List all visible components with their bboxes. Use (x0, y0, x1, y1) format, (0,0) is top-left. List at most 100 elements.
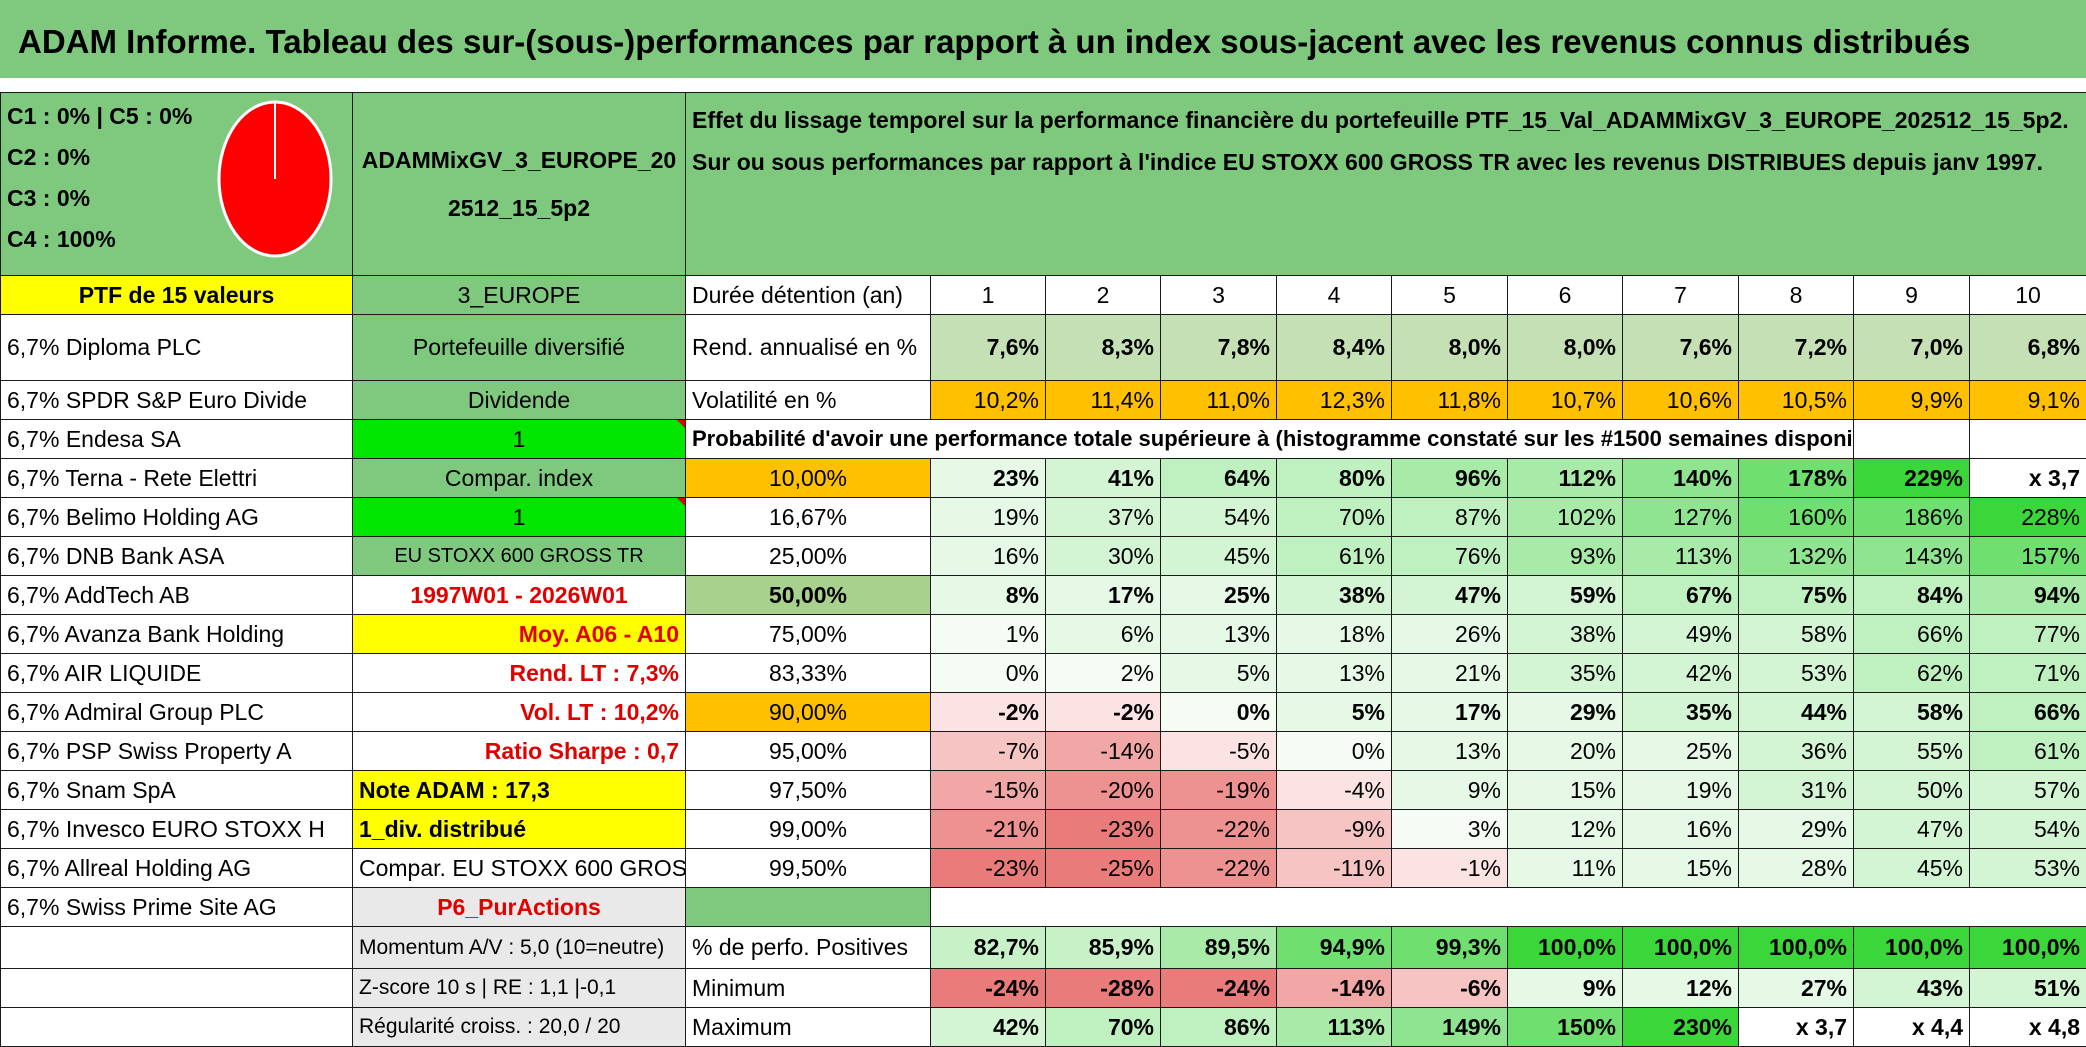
probability-value: -20% (1046, 771, 1161, 810)
probability-value: x 3,7 (1970, 459, 2086, 498)
minimum-value: -14% (1277, 969, 1392, 1008)
positive-value: 94,9% (1277, 927, 1392, 969)
probability-value: 5% (1277, 693, 1392, 732)
positive-value: 100,0% (1854, 927, 1970, 969)
probability-value: 21% (1392, 654, 1508, 693)
maximum-value: 150% (1508, 1008, 1623, 1047)
probability-value: 28% (1739, 849, 1854, 888)
probability-value: 6% (1046, 615, 1161, 654)
holding-item: 6,7% AddTech AB (1, 576, 353, 615)
volatility-value: 10,2% (931, 381, 1046, 420)
positive-value: 99,3% (1392, 927, 1508, 969)
probability-value: 25% (1161, 576, 1277, 615)
probability-value: 17% (1046, 576, 1161, 615)
probability-value: 132% (1739, 537, 1854, 576)
probability-value: 16% (1623, 810, 1739, 849)
probability-value: 29% (1739, 810, 1854, 849)
probability-value: -14% (1046, 732, 1161, 771)
probability-value: 19% (931, 498, 1046, 537)
probability-level: 10,00% (686, 459, 931, 498)
probability-value: 50% (1854, 771, 1970, 810)
holding-item: 6,7% Diploma PLC (1, 315, 353, 381)
probability-value: 37% (1046, 498, 1161, 537)
portfolio-name: ADAMMixGV_3_EUROPE_202512_15_5p2 (353, 93, 686, 276)
probability-value: 47% (1854, 810, 1970, 849)
probability-value: 57% (1970, 771, 2086, 810)
minimum-value: 43% (1854, 969, 1970, 1008)
average-label: Moy. A06 - A10 (353, 615, 686, 654)
probability-value: 12% (1508, 810, 1623, 849)
probability-value: 143% (1854, 537, 1970, 576)
maximum-value: 70% (1046, 1008, 1161, 1047)
positive-value: 85,9% (1046, 927, 1161, 969)
probability-value: 84% (1854, 576, 1970, 615)
probability-value: 2% (1046, 654, 1161, 693)
holding-item: 6,7% Endesa SA (1, 420, 353, 459)
probability-value: -22% (1161, 849, 1277, 888)
minimum-label: Minimum (686, 969, 931, 1008)
holding-item: 6,7% DNB Bank ASA (1, 537, 353, 576)
probability-value: 186% (1854, 498, 1970, 537)
strategy-label: P6_PurActions (353, 888, 686, 927)
maximum-value: 42% (931, 1008, 1046, 1047)
probability-value: 17% (1392, 693, 1508, 732)
probability-value: 35% (1508, 654, 1623, 693)
volatility-label: Volatilité en % (686, 381, 931, 420)
probability-value: 80% (1277, 459, 1392, 498)
probability-value: 54% (1161, 498, 1277, 537)
probability-value: 29% (1508, 693, 1623, 732)
volatility-value: 10,6% (1623, 381, 1739, 420)
probability-value: 53% (1739, 654, 1854, 693)
title-gap (0, 80, 2086, 92)
period-label: 1997W01 - 2026W01 (353, 576, 686, 615)
probability-level: 99,50% (686, 849, 931, 888)
comparison-label: Compar. EU STOXX 600 GROSS TR (353, 849, 686, 888)
probability-value: 70% (1277, 498, 1392, 537)
probability-value: -4% (1277, 771, 1392, 810)
year-header: 9 (1854, 276, 1970, 315)
return-value: 8,3% (1046, 315, 1161, 381)
maximum-value: x 4,8 (1970, 1008, 2086, 1047)
return-value: 8,4% (1277, 315, 1392, 381)
probability-value: 25% (1623, 732, 1739, 771)
allocation-class: C1 : 0% | C5 : 0% (7, 103, 192, 130)
probability-value: 45% (1161, 537, 1277, 576)
probability-level: 99,00% (686, 810, 931, 849)
long-term-return: Rend. LT : 7,3% (353, 654, 686, 693)
holding-item: 6,7% Avanza Bank Holding (1, 615, 353, 654)
probability-value: 8% (931, 576, 1046, 615)
positive-value: 89,5% (1161, 927, 1277, 969)
empty-cell (1854, 420, 1970, 459)
compar-index-label: Compar. index (353, 459, 686, 498)
return-value: 8,0% (1392, 315, 1508, 381)
probability-value: 87% (1392, 498, 1508, 537)
probability-level: 83,33% (686, 654, 931, 693)
probability-value: -2% (1046, 693, 1161, 732)
volatility-value: 10,5% (1739, 381, 1854, 420)
probability-value: 58% (1739, 615, 1854, 654)
positive-value: 100,0% (1739, 927, 1854, 969)
probability-value: -15% (931, 771, 1046, 810)
year-header: 7 (1623, 276, 1739, 315)
probability-value: 11% (1508, 849, 1623, 888)
probability-value: 36% (1739, 732, 1854, 771)
holding-item: 6,7% Swiss Prime Site AG (1, 888, 353, 927)
probability-value: 140% (1623, 459, 1739, 498)
probability-value: 5% (1161, 654, 1277, 693)
empty-cell (1, 1008, 353, 1047)
allocation-class: C4 : 100% (7, 226, 116, 253)
probability-value: 18% (1277, 615, 1392, 654)
year-header: 5 (1392, 276, 1508, 315)
year-header: 2 (1046, 276, 1161, 315)
empty-cell (686, 888, 931, 927)
return-value: 8,0% (1508, 315, 1623, 381)
